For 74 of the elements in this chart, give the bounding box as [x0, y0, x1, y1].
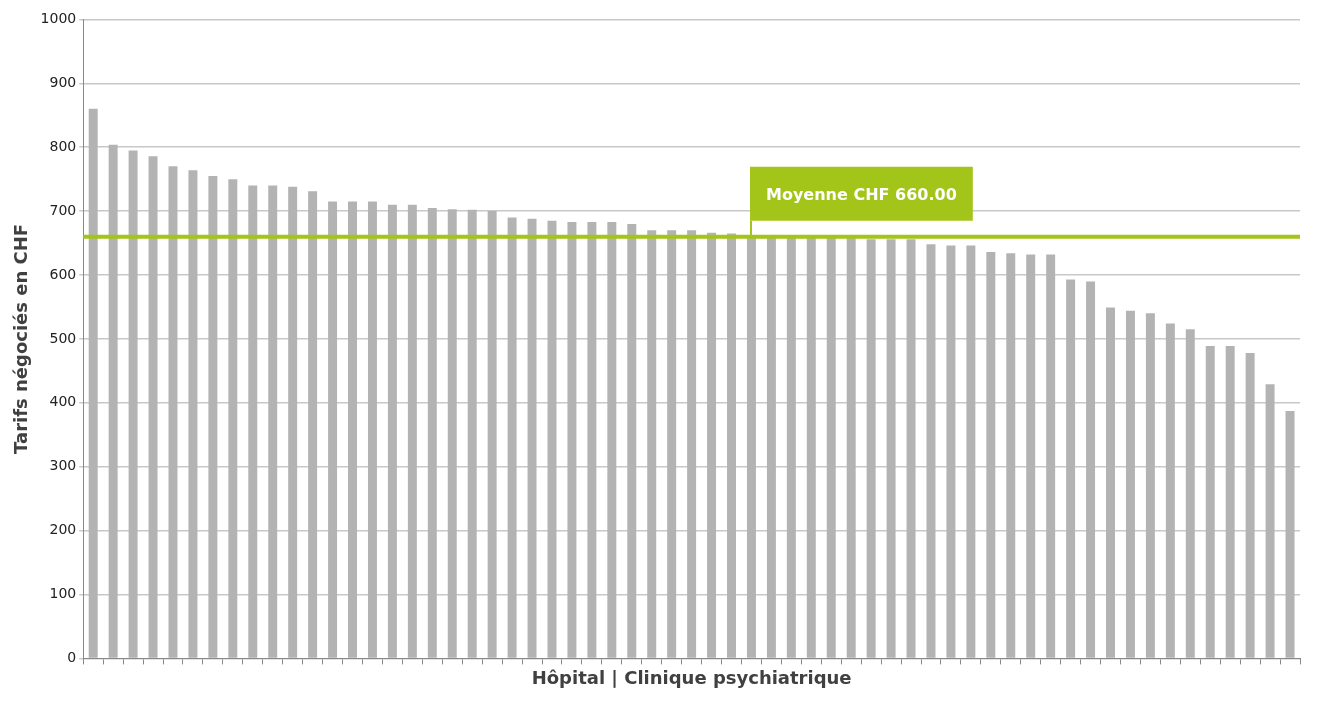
bar: [427, 207, 437, 658]
bar: [1145, 313, 1155, 658]
bar: [567, 221, 577, 658]
bar: [746, 237, 756, 658]
bar: [507, 217, 517, 658]
bar: [667, 230, 677, 658]
bar: [587, 221, 597, 658]
bar: [806, 237, 816, 658]
bar: [906, 239, 916, 658]
bar: [208, 175, 218, 658]
y-tick-label: 800: [49, 137, 77, 154]
bar: [1006, 253, 1016, 658]
bar: [1185, 329, 1195, 658]
bar: [846, 237, 856, 658]
bar: [1066, 279, 1076, 658]
bar: [188, 170, 198, 658]
bar: [308, 191, 318, 658]
x-axis-title: Hôpital | Clinique psychiatrique: [531, 666, 852, 688]
bar: [387, 204, 397, 658]
bar: [367, 201, 377, 658]
bar: [527, 218, 537, 658]
y-tick-label: 300: [49, 457, 77, 474]
bar: [647, 230, 657, 658]
bar: [1106, 307, 1115, 658]
y-tick-label: 200: [49, 521, 77, 538]
bar: [148, 156, 158, 658]
bar: [228, 179, 238, 658]
y-tick-label: 900: [49, 73, 77, 90]
ref-line-label: Moyenne CHF 660.00: [766, 184, 957, 204]
y-tick-label: 700: [49, 201, 77, 218]
bar: [288, 186, 298, 658]
bar: [1265, 384, 1275, 658]
bar: [607, 221, 617, 658]
bar: [1245, 352, 1255, 658]
bar: [1165, 323, 1175, 658]
bar: [1026, 254, 1036, 658]
bar: [826, 237, 836, 658]
bar: [128, 150, 138, 658]
bar: [786, 237, 796, 658]
bar: [248, 185, 258, 658]
bar: [328, 201, 338, 658]
bar: [1086, 281, 1096, 658]
bar: [627, 223, 637, 658]
bar: [348, 201, 357, 658]
bar: [1285, 411, 1295, 658]
bar: [707, 232, 717, 658]
bar: [766, 237, 776, 658]
bar: [866, 239, 876, 658]
bar: [886, 239, 896, 658]
y-tick-label: 1000: [40, 10, 77, 27]
bar: [268, 185, 278, 658]
y-axis-title: Tarifs négociés en CHF: [10, 223, 32, 454]
bar: [727, 233, 736, 658]
y-tick-label: 0: [67, 649, 77, 666]
bar: [966, 245, 976, 658]
y-tick-label: 100: [49, 585, 77, 602]
bar: [467, 209, 477, 658]
bar: [88, 108, 98, 658]
bar: [547, 220, 557, 658]
bar: [447, 209, 457, 658]
bar: [108, 144, 118, 658]
bar: [687, 230, 697, 658]
y-tick-label: 400: [49, 393, 77, 410]
bar: [926, 244, 936, 658]
bar: [407, 204, 417, 658]
bar: [1046, 254, 1056, 658]
bar: [986, 252, 996, 658]
bar: [946, 245, 956, 658]
bar: [487, 211, 497, 658]
bar: [1225, 345, 1235, 658]
bar: [1125, 310, 1135, 658]
bar: [1205, 345, 1215, 658]
y-tick-label: 600: [49, 265, 77, 282]
y-tick-label: 500: [49, 329, 77, 346]
